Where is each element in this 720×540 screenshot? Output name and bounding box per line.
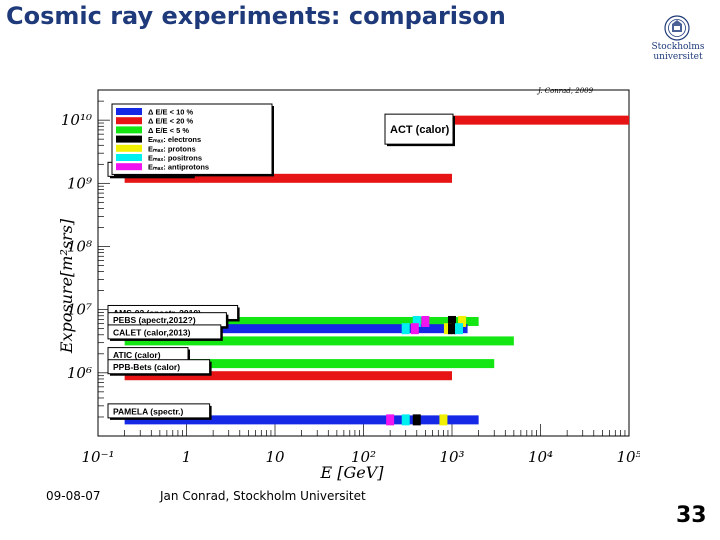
x-axis-label: E [GeV] [319,463,384,482]
y-tick-label: 10⁸ [67,237,92,255]
legend-label: Eₘₐₓ: protons [148,144,196,153]
legend-swatch [116,135,142,143]
logo-text-line2: universitet [653,52,703,62]
energy-marker [448,315,456,327]
energy-marker [439,414,448,426]
y-tick-label: 10¹⁰ [61,111,92,129]
legend-label: Δ E/E < 5 % [148,126,189,135]
x-minor-ticks [97,424,630,436]
exposure-bar [124,359,495,369]
legend-swatch [116,117,142,125]
label-box [384,113,454,145]
page-number: 33 [676,503,707,528]
energy-marker [401,414,410,426]
legend-label: Δ E/E < 10 % [148,108,194,117]
legend-swatch [116,154,142,161]
x-tick-label: 10⁵ [616,448,640,466]
x-tick-label: 10³ [439,448,464,466]
exposure-bar [124,316,479,326]
energy-marker [443,323,452,335]
energy-marker [458,315,467,327]
energy-marker [386,414,395,426]
y-tick-label: 10⁷ [67,301,92,319]
footer-date: 09-08-07 [46,489,101,503]
legend-swatch [116,108,142,115]
university-logo-text: Stockholms universitet [648,42,708,62]
energy-marker [448,323,456,335]
y-tick-label: 10⁶ [67,364,92,382]
experiment-label: CALET (calor,2013) [113,327,191,337]
exposure-chart: ACT (calor)Fermi (calor)AMS-02 (spectr, … [57,87,640,482]
legend-label: Eₘₐₓ: electrons [148,135,201,144]
experiment-label: ACT (calor) [390,124,450,136]
y-minor-ticks [98,89,110,437]
x-tick-label: 10⁴ [528,448,553,466]
exposure-bar [124,324,468,334]
exposure-bar [452,115,629,125]
exposure-bar [124,173,453,183]
experiment-labels-layer: ACT (calor)Fermi (calor)AMS-02 (spectr, … [107,113,455,420]
legend-label: Eₘₐₓ: antiprotons [148,163,209,172]
y-axis-label: Exposure[m²srs] [57,218,76,354]
label-box [107,324,222,340]
footer-author: Jan Conrad, Stockholm Universitet [160,489,366,503]
experiment-label: ATIC (calor) [113,350,161,360]
exposure-bar [124,371,453,381]
bars-layer [124,115,629,425]
x-tick-label: 10² [351,448,376,466]
experiment-label: PPB-Bets (calor) [113,362,180,372]
exposure-bar [124,336,514,346]
legend-swatch [116,163,142,171]
x-tick-label: 10⁻¹ [81,448,114,466]
slide-title: Cosmic ray experiments: comparison [6,2,506,30]
legend: Δ E/E < 10 %Δ E/E < 20 %Δ E/E < 5 %Eₘₐₓ:… [111,103,274,177]
energy-marker [455,323,464,335]
markers-layer [386,315,467,426]
experiment-label: PAMELA (spectr.) [113,406,184,416]
legend-label: Δ E/E < 20 % [148,117,194,126]
exposure-bar [124,415,479,425]
experiment-label: PEBS (apectr,2012?) [113,315,196,325]
label-box [107,403,211,419]
legend-swatch [116,126,142,134]
logo-text-line1: Stockholms [651,42,705,52]
y-tick-label: 10⁹ [67,174,92,192]
energy-marker [401,323,410,335]
legend-swatch [116,144,142,152]
tick-labels-layer: 10⁻¹ 1 10 10² 10³ 10⁴ 10⁵ 10⁶ 10⁷ 10⁸ 10⁹ 10¹⁰ [61,111,640,466]
label-box [107,359,211,375]
x-tick-label: 1 [182,448,192,466]
chart-credit: J. Conrad, 2009 [536,87,594,95]
university-logo-icon [664,15,690,41]
energy-marker [421,315,430,327]
x-tick-label: 10 [265,448,285,466]
energy-marker [412,315,421,327]
legend-label: Eₘₐₓ: positrons [148,154,202,163]
energy-marker [412,414,421,426]
energy-marker [410,323,419,335]
